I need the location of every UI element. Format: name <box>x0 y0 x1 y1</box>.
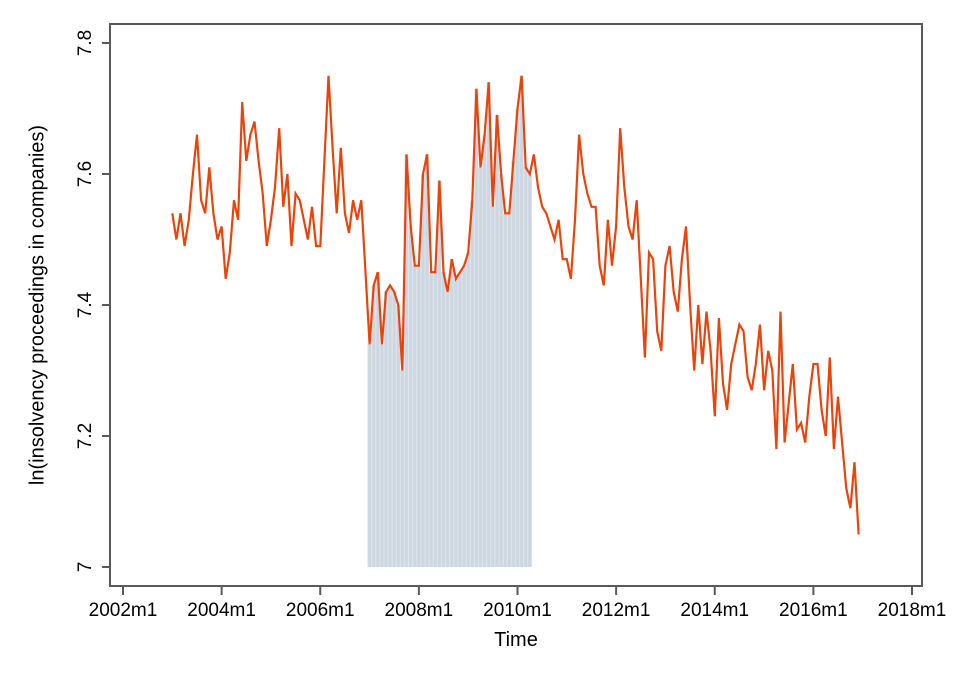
x-tick-label: 2016m1 <box>779 600 848 621</box>
x-tick-label: 2008m1 <box>385 600 454 621</box>
y-tick-label: 7.6 <box>75 161 96 187</box>
shaded-bar <box>384 291 388 567</box>
x-tick-label: 2006m1 <box>286 600 355 621</box>
y-tick-label: 7.8 <box>75 30 96 56</box>
axes <box>102 23 923 595</box>
shaded-bar <box>475 88 478 568</box>
shaded-bar <box>421 174 425 567</box>
shaded-bar <box>396 305 400 567</box>
shaded-bar <box>503 213 507 568</box>
shaded-bar <box>512 160 515 567</box>
shaded-bar <box>470 200 474 567</box>
shaded-bar <box>392 291 396 567</box>
y-tick-label: 7 <box>75 562 96 573</box>
shaded-bar <box>372 285 376 567</box>
shaded-bar <box>401 370 404 567</box>
shaded-bar <box>409 226 413 567</box>
shaded-bar <box>483 134 486 567</box>
series-line <box>171 75 860 535</box>
shaded-bar <box>491 206 495 568</box>
shaded-bar <box>413 265 417 567</box>
shaded-bar <box>442 272 445 567</box>
insolvency-line <box>171 75 860 535</box>
x-tick-label: 2002m1 <box>89 600 158 621</box>
shaded-bar <box>376 272 380 567</box>
shaded-bar <box>466 252 470 567</box>
shaded-bar <box>524 167 528 567</box>
shaded-bar <box>438 180 441 567</box>
x-tick-label: 2012m1 <box>582 600 651 621</box>
recession-shading <box>367 75 532 568</box>
shaded-bar <box>458 272 462 567</box>
shaded-bar <box>429 272 433 567</box>
x-tick-label: 2018m1 <box>878 600 947 621</box>
tick-labels: 2002m1 2004m1 2006m1 2008m1 2010m1 2012m1 2014… <box>75 30 946 621</box>
shaded-bar <box>507 213 511 568</box>
shaded-bar <box>380 344 384 567</box>
x-tick-label: 2010m1 <box>483 600 552 621</box>
shaded-bar <box>454 278 458 567</box>
x-tick-label: 2004m1 <box>187 600 256 621</box>
shaded-bar <box>495 115 499 567</box>
shaded-bar <box>450 259 454 567</box>
x-tick-label: 2014m1 <box>680 600 749 621</box>
shaded-bar <box>520 75 523 568</box>
shaded-bar <box>499 174 503 567</box>
shaded-bar <box>425 154 429 567</box>
shaded-bar <box>405 154 408 567</box>
shaded-bar <box>528 174 532 567</box>
shaded-bar <box>368 344 371 567</box>
shaded-bar <box>388 285 392 567</box>
x-axis-title: Time <box>494 629 538 651</box>
shaded-bar <box>479 167 482 567</box>
shaded-bar <box>462 265 466 567</box>
y-axis-title: ln(insolvency proceedings in companies) <box>26 125 48 485</box>
shaded-bar <box>446 291 449 567</box>
y-tick-label: 7.2 <box>75 423 96 449</box>
shaded-bar <box>433 272 437 567</box>
shaded-bar <box>417 265 421 567</box>
shaded-bar <box>487 82 491 568</box>
shaded-bar <box>516 108 519 567</box>
y-tick-label: 7.4 <box>75 291 96 318</box>
